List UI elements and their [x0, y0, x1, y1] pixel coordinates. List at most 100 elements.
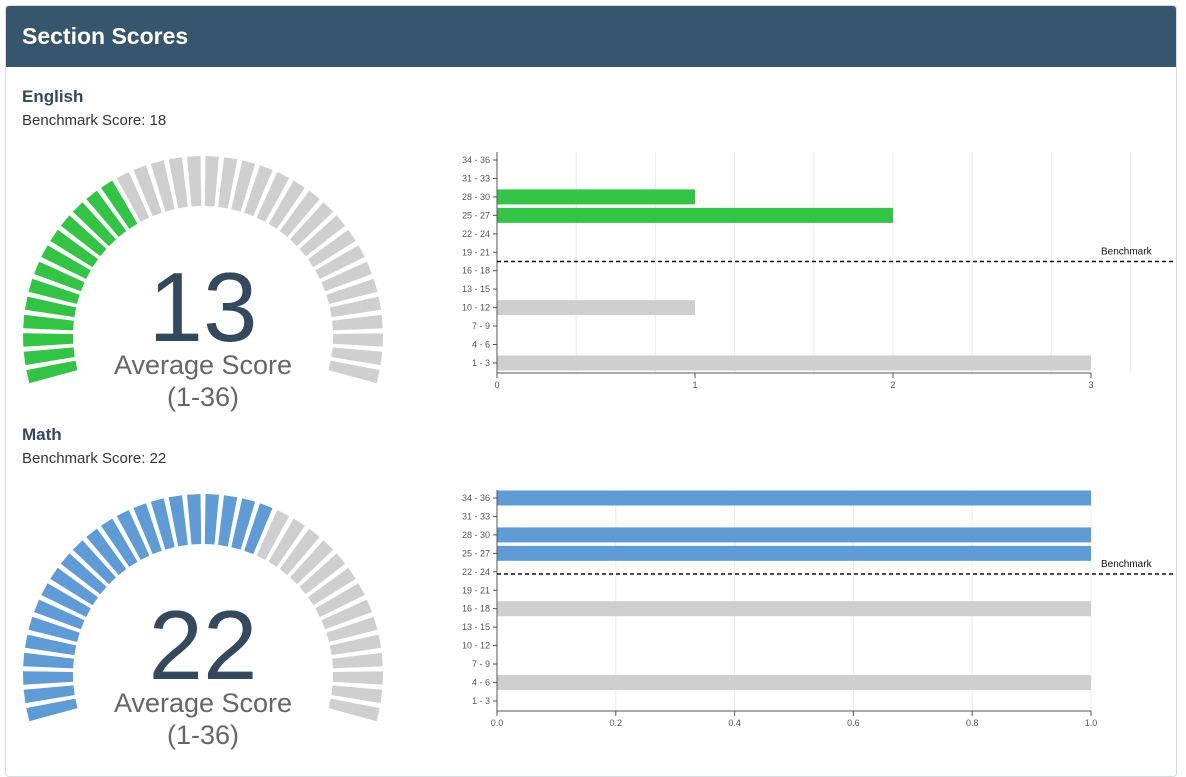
y-tick-label: 10 - 12	[462, 641, 490, 651]
gauge-segment	[168, 495, 188, 547]
bar-25-27	[497, 207, 893, 223]
gauge-segment	[290, 540, 334, 585]
gauge-segment	[86, 190, 127, 237]
gauge-segment	[231, 160, 256, 212]
y-tick-label: 1 - 3	[472, 696, 490, 706]
section-name: English	[22, 87, 84, 106]
bar-25-27	[497, 545, 1091, 561]
bar-1-3	[497, 355, 1091, 371]
gauge-segment	[299, 215, 346, 257]
y-tick-label: 10 - 12	[462, 303, 490, 313]
gauge-segment	[150, 498, 175, 550]
gauge-segment	[50, 567, 99, 606]
gauge-segment	[116, 510, 150, 560]
x-tick-label: 0	[494, 380, 499, 390]
gauge-segment	[86, 528, 127, 575]
gauge-segment	[329, 296, 382, 318]
gauge-segment	[187, 494, 202, 545]
y-tick-label: 7 - 9	[472, 321, 490, 331]
gauge-segment	[218, 495, 238, 547]
average-score-label: Average Score	[114, 350, 292, 380]
gauge-segment	[332, 671, 383, 685]
y-tick-label: 31 - 33	[462, 511, 490, 521]
benchmark-score: Benchmark Score: 22	[22, 450, 167, 467]
gauge-segment	[24, 296, 77, 318]
gauge-segment	[23, 333, 74, 347]
score-range-label: (1-36)	[167, 720, 239, 750]
y-tick-label: 1 - 3	[472, 358, 490, 368]
y-tick-label: 13 - 15	[462, 622, 490, 632]
y-tick-label: 34 - 36	[462, 155, 490, 165]
y-tick-label: 16 - 18	[462, 604, 490, 614]
gauge-segment	[256, 172, 290, 222]
gauge-segment	[41, 583, 91, 617]
y-tick-label: 4 - 6	[472, 340, 490, 350]
gauge-segment	[168, 157, 188, 209]
y-tick-label: 28 - 30	[462, 530, 490, 540]
gauge-segment	[279, 528, 320, 575]
y-tick-label: 22 - 24	[462, 567, 490, 577]
benchmark-score: Benchmark Score: 18	[22, 112, 167, 129]
x-tick-label: 2	[890, 380, 895, 390]
gauge-segment	[331, 685, 383, 704]
gauge-segment	[331, 347, 383, 366]
gauge-segment	[231, 498, 256, 550]
y-tick-label: 19 - 21	[462, 585, 490, 595]
gauge-segment	[204, 494, 219, 545]
y-tick-label: 16 - 18	[462, 266, 490, 276]
gauge-segment	[218, 157, 238, 209]
average-score-value: 13	[148, 252, 257, 362]
average-score-value: 22	[148, 590, 257, 700]
bar-28-30	[497, 527, 1091, 543]
gauge-segment	[332, 333, 383, 347]
y-tick-label: 25 - 27	[462, 548, 490, 558]
gauge-segment	[256, 510, 290, 560]
gauge-segment	[299, 553, 346, 595]
gauge-segment	[279, 190, 320, 237]
x-tick-label: 1.0	[1085, 718, 1098, 728]
x-tick-label: 0.8	[966, 718, 979, 728]
y-tick-label: 34 - 36	[462, 493, 490, 503]
x-tick-label: 1	[692, 380, 697, 390]
gauge-segment	[307, 229, 356, 268]
gauge-segment	[26, 698, 78, 722]
gauge-segment	[23, 652, 74, 669]
gauge-segment	[268, 518, 305, 567]
gauge-segment	[23, 347, 75, 366]
gauge-segment	[133, 165, 162, 217]
x-tick-label: 0.2	[610, 718, 623, 728]
score-range-label: (1-36)	[167, 382, 239, 412]
gauge-segment	[315, 245, 365, 279]
benchmark-label: Benchmark	[1101, 247, 1153, 258]
gauge-segment	[24, 634, 77, 656]
gauge-segment	[332, 652, 383, 669]
gauge-segment	[23, 314, 74, 331]
section-name: Math	[22, 425, 62, 444]
y-tick-label: 19 - 21	[462, 247, 490, 257]
y-tick-label: 31 - 33	[462, 173, 490, 183]
gauge-segment	[72, 202, 116, 247]
gauge-segment	[23, 685, 75, 704]
gauge-segment	[328, 698, 380, 722]
gauge-segment	[326, 616, 378, 642]
gauge-segment	[326, 278, 378, 304]
bar-4-6	[497, 675, 1091, 690]
y-tick-label: 22 - 24	[462, 229, 490, 239]
panel-title: Section Scores	[6, 6, 1176, 67]
y-tick-label: 4 - 6	[472, 678, 490, 688]
gauge-segment	[133, 503, 162, 555]
benchmark-label: Benchmark	[1101, 559, 1153, 570]
y-tick-label: 13 - 15	[462, 284, 490, 294]
gauge-segment	[321, 261, 372, 292]
gauge-segment	[204, 156, 219, 207]
gauge-segment	[268, 180, 305, 229]
gauge-segment	[244, 165, 273, 217]
y-tick-label: 25 - 27	[462, 210, 490, 220]
x-tick-label: 0.0	[491, 718, 504, 728]
bar-34-36	[497, 490, 1091, 506]
gauge-segment	[329, 634, 382, 656]
gauge-segment	[244, 503, 273, 555]
gauge-segment	[321, 599, 372, 630]
gauge-segment	[23, 671, 74, 685]
